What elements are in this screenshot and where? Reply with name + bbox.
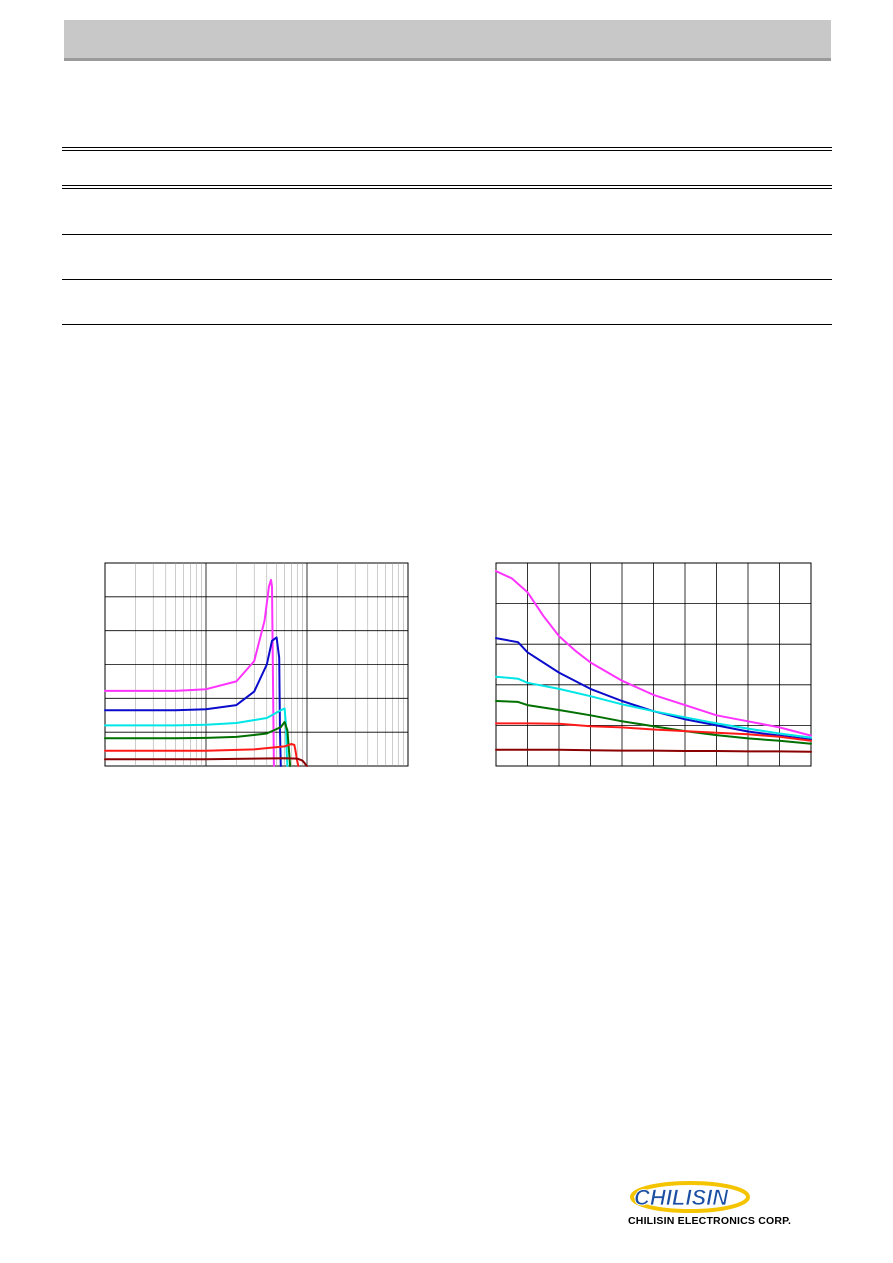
series-line-1 xyxy=(495,570,812,737)
header-bar xyxy=(64,20,831,61)
frequency-chart-plot xyxy=(104,562,409,767)
frequency-chart xyxy=(104,562,409,767)
logo-text: CHILISIN xyxy=(634,1185,729,1210)
series-line-2 xyxy=(104,636,282,767)
series-line-3 xyxy=(495,675,812,739)
current-chart xyxy=(495,562,812,767)
company-name: CHILISIN ELECTRONICS CORP. xyxy=(628,1215,792,1227)
series-line-6 xyxy=(495,748,812,753)
table-top-rule xyxy=(62,147,832,151)
table-row-rule xyxy=(62,279,832,280)
current-chart-plot xyxy=(495,562,812,767)
table-row-rule xyxy=(62,234,832,235)
series-line-5 xyxy=(104,743,300,767)
series-line-2 xyxy=(495,637,812,741)
series-line-4 xyxy=(495,700,812,745)
table-header-rule xyxy=(62,185,832,189)
series-line-1 xyxy=(104,578,275,767)
company-logo: CHILISIN xyxy=(624,1176,824,1232)
series-line-3 xyxy=(104,707,289,767)
series-line-6 xyxy=(104,757,308,767)
table-bottom-rule xyxy=(62,324,832,325)
series-line-5 xyxy=(495,722,812,742)
series-line-4 xyxy=(104,721,292,767)
